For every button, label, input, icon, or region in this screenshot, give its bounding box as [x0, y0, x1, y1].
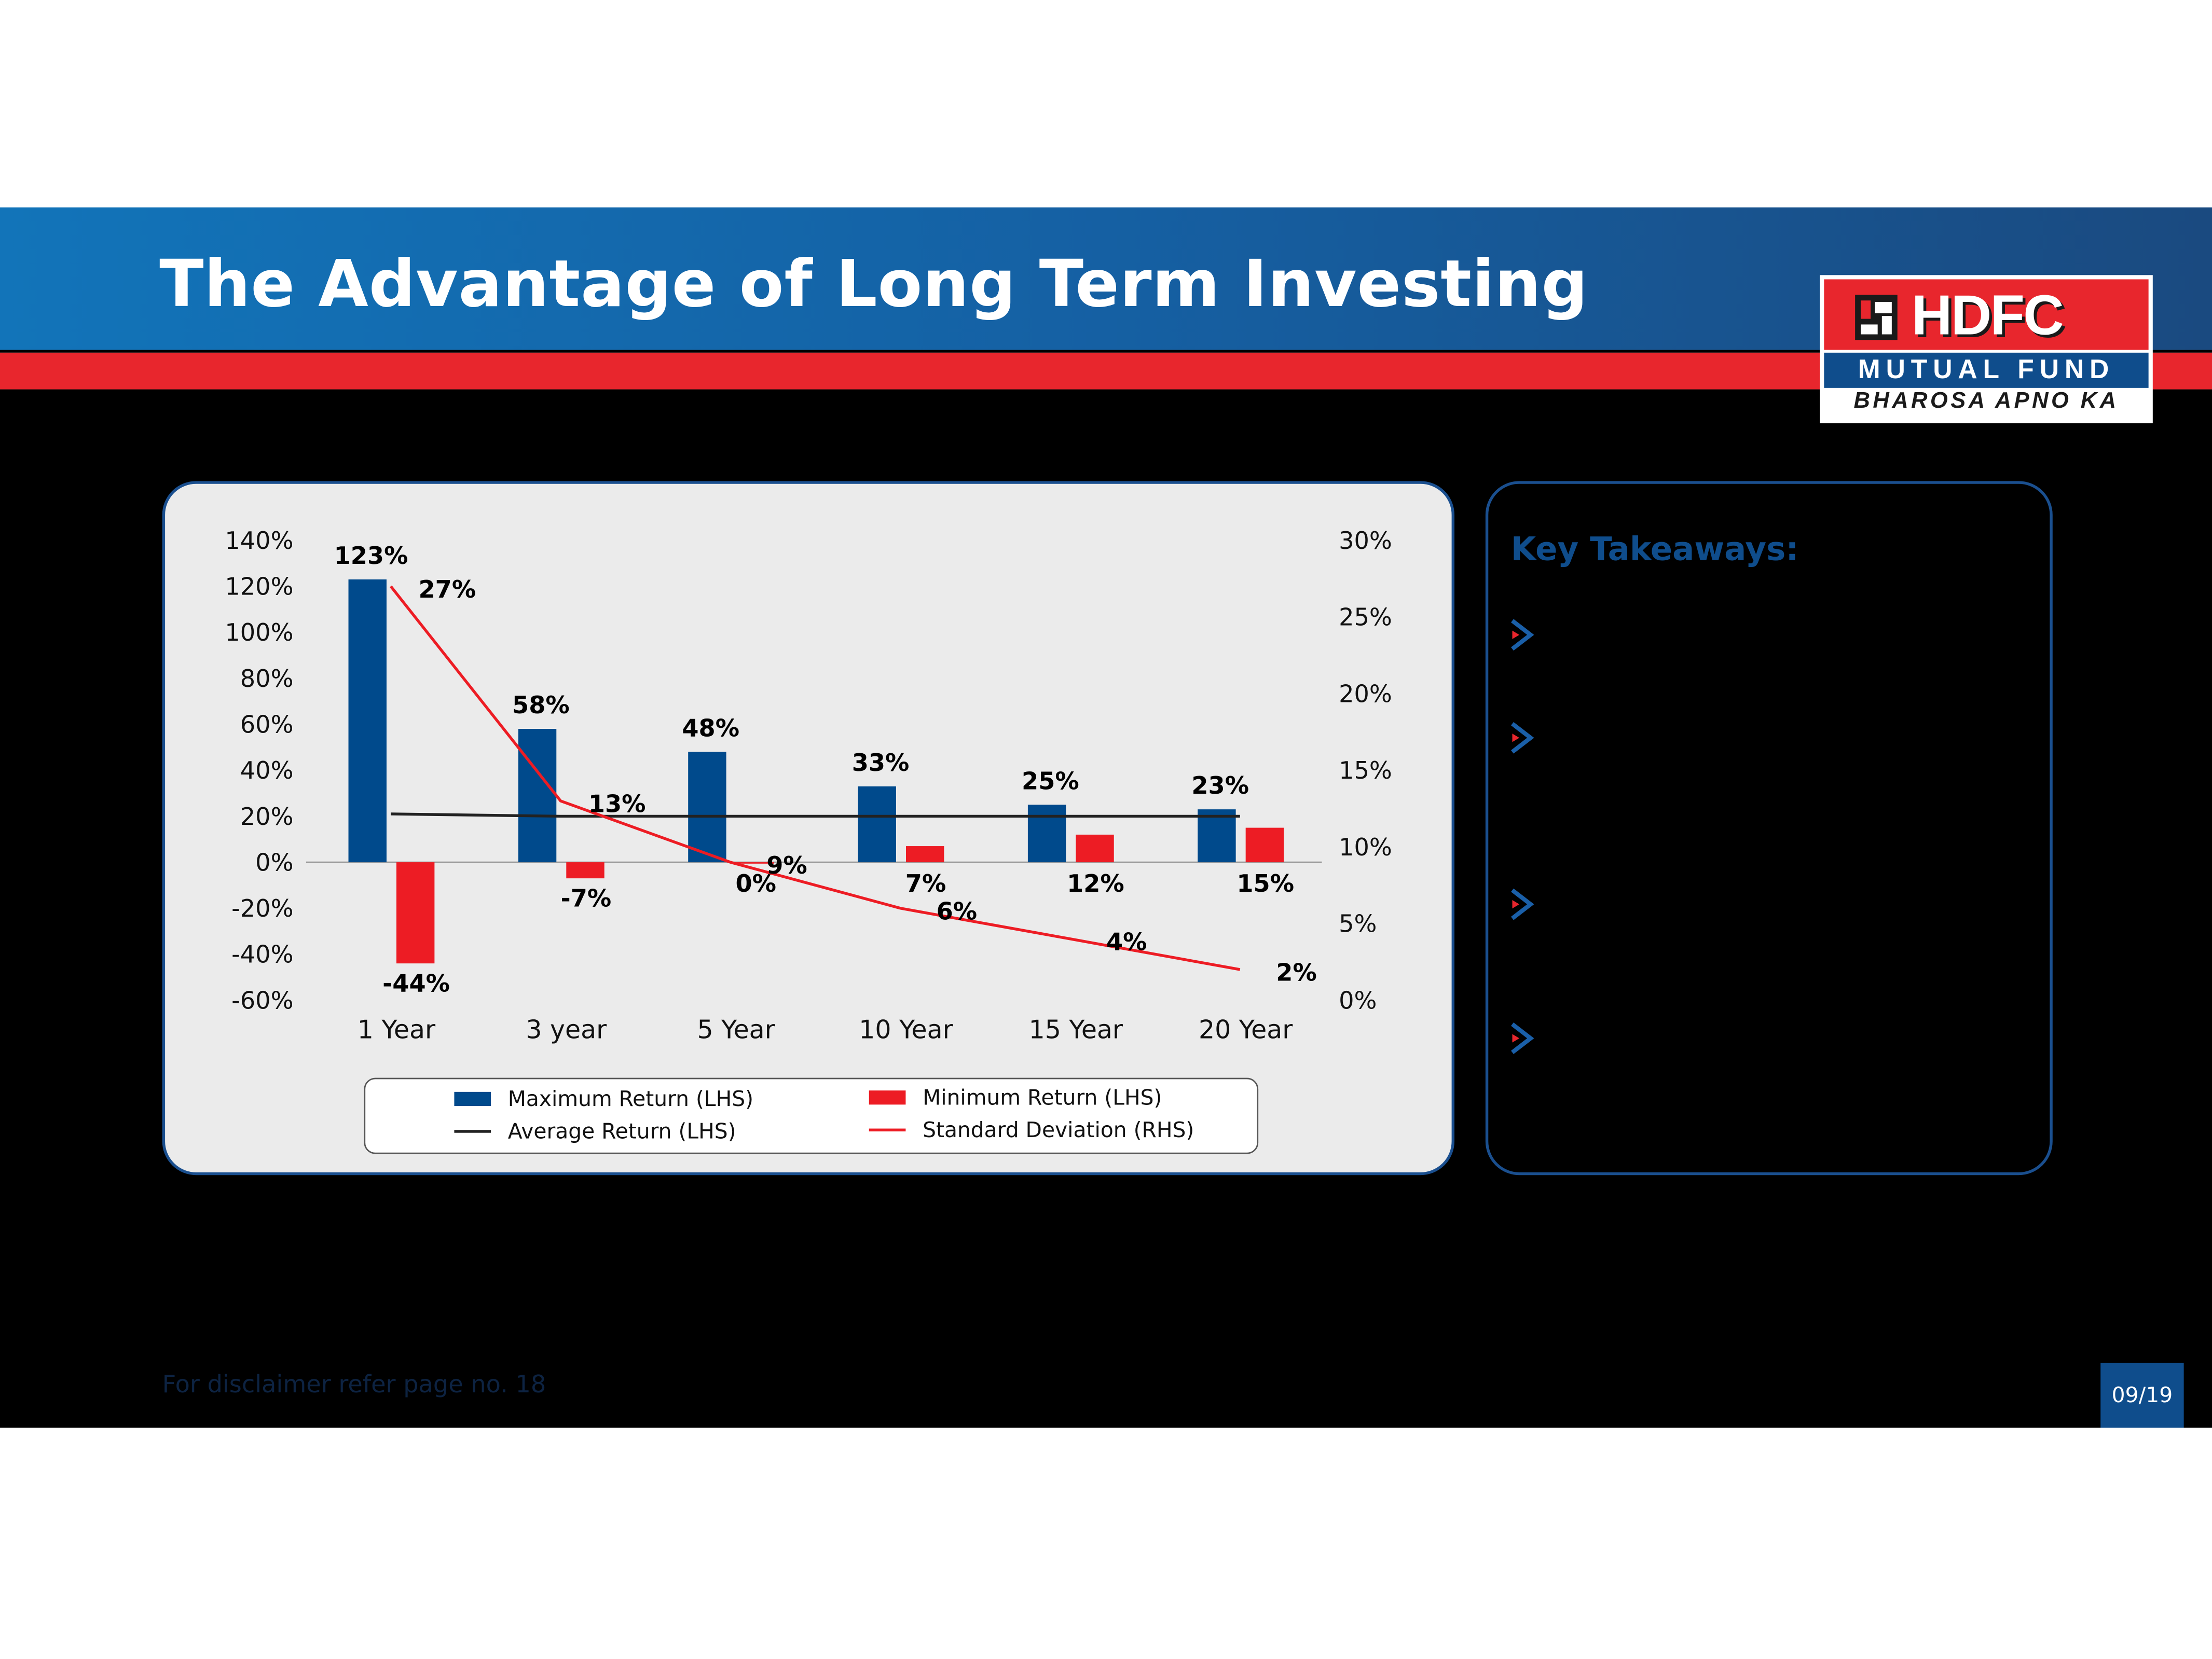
legend-line-red — [869, 1128, 906, 1131]
key-takeaways-title: Key Takeaways: — [1510, 532, 1799, 569]
max-return-bar — [1198, 809, 1236, 863]
x-tick-label: 3 year — [526, 1015, 607, 1044]
max-return-bar — [1027, 805, 1066, 863]
legend-item-min: Minimum Return (LHS) — [869, 1085, 1162, 1110]
legend-item-max: Maximum Return (LHS) — [454, 1086, 753, 1112]
y-left-tick-label: 100% — [225, 618, 293, 646]
chevron-bullet-icon — [1511, 619, 1534, 651]
legend-label: Average Return (LHS) — [507, 1118, 736, 1144]
legend-label: Minimum Return (LHS) — [923, 1085, 1162, 1111]
standard-deviation-label: 13% — [588, 790, 646, 818]
logo-name: HDFC — [1911, 285, 2064, 347]
max-return-label: 58% — [512, 691, 570, 719]
key-takeaways-panel: Key Takeaways: — [1485, 481, 2053, 1176]
disclaimer-text: For disclaimer refer page no. 18 — [162, 1371, 546, 1400]
x-tick-label: 15 Year — [1029, 1015, 1123, 1044]
logo-red-panel: HDFC — [1824, 279, 2149, 350]
y-left-tick-label: 140% — [225, 527, 293, 555]
max-return-bar — [348, 579, 387, 863]
chevron-bullet-icon — [1511, 1022, 1534, 1054]
max-return-bar — [518, 729, 557, 863]
y-left-tick-label: -60% — [231, 986, 293, 1014]
logo-mark-icon — [1855, 295, 1898, 340]
y-left-tick-label: 60% — [240, 710, 294, 738]
y-left-tick-label: -40% — [231, 941, 293, 969]
y-right-tick-label: 25% — [1339, 603, 1392, 631]
x-tick-label: 20 Year — [1199, 1015, 1293, 1044]
min-return-bar — [905, 846, 944, 863]
standard-deviation-label: 4% — [1106, 928, 1147, 956]
y-left-tick-label: 0% — [255, 848, 293, 876]
y-right-tick-label: 20% — [1339, 680, 1392, 708]
page-number: 09/19 — [2100, 1362, 2184, 1428]
max-return-label: 33% — [852, 749, 910, 777]
min-return-bar — [736, 862, 775, 864]
legend-swatch-blue — [454, 1091, 491, 1107]
hdfc-logo: HDFC MUTUAL FUND BHAROSA APNO KA — [1820, 275, 2153, 423]
standard-deviation-label: 6% — [937, 897, 977, 925]
legend-line-black — [454, 1130, 491, 1133]
y-left-tick-label: 40% — [240, 756, 294, 784]
chevron-bullet-icon — [1511, 722, 1534, 754]
x-tick-label: 1 Year — [358, 1015, 436, 1044]
legend-label: Maximum Return (LHS) — [507, 1086, 754, 1112]
logo-subtitle: MUTUAL FUND — [1824, 352, 2149, 388]
standard-deviation-label: 9% — [766, 851, 807, 879]
x-tick-label: 10 Year — [859, 1015, 953, 1044]
chevron-bullet-icon — [1511, 888, 1534, 920]
min-return-bar — [1076, 834, 1114, 863]
max-return-label: 123% — [334, 542, 408, 570]
y-right-tick-label: 30% — [1339, 527, 1392, 555]
y-right-tick-label: 5% — [1339, 910, 1377, 938]
logo-tagline: BHAROSA APNO KA — [1853, 389, 2119, 413]
header-divider — [0, 350, 2212, 353]
min-return-bar — [566, 862, 604, 879]
legend-item-average: Average Return (LHS) — [454, 1118, 736, 1144]
average-return-line — [391, 812, 1240, 818]
max-return-label: 25% — [1022, 767, 1079, 795]
x-tick-label: 5 Year — [697, 1015, 775, 1044]
legend-item-sd: Standard Deviation (RHS) — [869, 1117, 1194, 1143]
y-left-tick-label: 120% — [225, 572, 293, 600]
min-return-label: 12% — [1067, 869, 1124, 897]
standard-deviation-label: 27% — [419, 575, 476, 603]
y-left-tick-label: 80% — [240, 665, 294, 693]
y-left-tick-label: 20% — [240, 803, 294, 831]
chart-legend: Maximum Return (LHS) Minimum Return (LHS… — [364, 1077, 1259, 1154]
y-right-tick-label: 15% — [1339, 756, 1392, 784]
standard-deviation-label: 2% — [1276, 959, 1316, 987]
y-left-tick-label: -20% — [231, 894, 293, 922]
max-return-label: 23% — [1191, 771, 1249, 799]
y-right-tick-label: 0% — [1339, 986, 1377, 1014]
y-right-tick-label: 10% — [1339, 833, 1392, 861]
standard-deviation-line — [389, 585, 1241, 971]
min-return-label: -44% — [382, 970, 450, 998]
legend-label: Standard Deviation (RHS) — [923, 1117, 1194, 1143]
min-return-bar — [396, 862, 435, 964]
max-return-bar — [688, 752, 726, 863]
max-return-label: 48% — [682, 714, 739, 742]
legend-swatch-red — [869, 1090, 906, 1105]
min-return-label: -7% — [561, 884, 612, 913]
page-title: The Advantage of Long Term Investing — [159, 245, 1588, 322]
max-return-bar — [858, 786, 896, 863]
min-return-bar — [1245, 827, 1284, 863]
min-return-label: 7% — [905, 869, 946, 897]
min-return-label: 15% — [1236, 869, 1294, 897]
